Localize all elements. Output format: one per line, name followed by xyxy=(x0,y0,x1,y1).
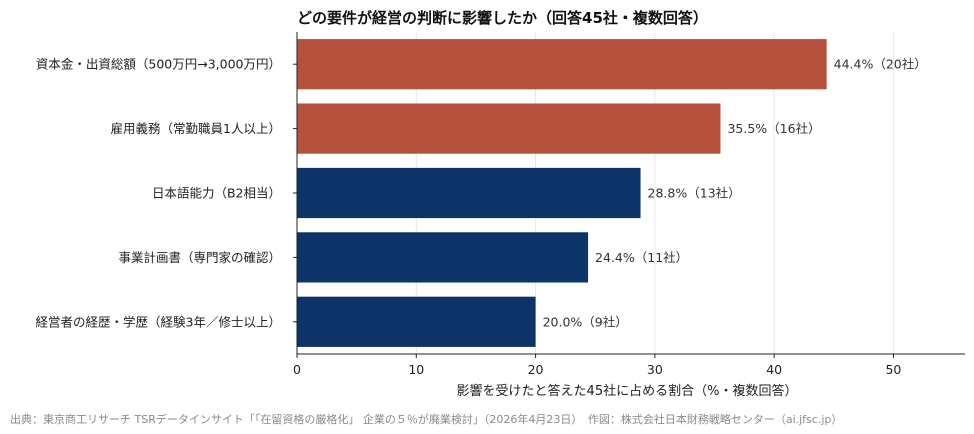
bar xyxy=(297,39,827,90)
data-label: 28.8%（13社） xyxy=(648,186,741,201)
bar xyxy=(297,232,589,283)
bar xyxy=(297,296,536,347)
bar xyxy=(297,103,721,154)
x-tick-label: 30 xyxy=(647,362,663,377)
data-label: 20.0%（9社） xyxy=(543,314,628,329)
x-tick-label: 10 xyxy=(408,362,424,377)
category-label: 事業計画書（専門家の確認） xyxy=(118,250,281,265)
x-axis-label: 影響を受けたと答えた45社に占める割合（%・複数回答） xyxy=(457,383,798,399)
category-label: 日本語能力（B2相当） xyxy=(152,186,281,201)
category-label: 雇用義務（常勤職員1人以上） xyxy=(111,121,281,136)
data-label: 44.4%（20社） xyxy=(834,57,927,72)
bars xyxy=(297,39,827,347)
category-labels: 資本金・出資総額（500万円→3,000万円） 雇用義務（常勤職員1人以上） 日本語… xyxy=(36,57,297,329)
data-label: 24.4%（11社） xyxy=(595,250,688,265)
data-label: 35.5%（16社） xyxy=(727,121,820,136)
x-tick-label: 40 xyxy=(766,362,782,377)
source-note: 出典：東京商工リサーチ TSRデータインサイト「「在留資格の厳格化」 企業の５％… xyxy=(10,413,843,426)
bar xyxy=(297,167,641,219)
axes xyxy=(296,32,965,355)
x-tick-label: 20 xyxy=(528,362,544,377)
category-label: 資本金・出資総額（500万円→3,000万円） xyxy=(36,57,281,72)
chart-title: どの要件が経営の判断に影響したか（回答45社・複数回答） xyxy=(297,9,708,27)
x-tick-labels: 0 10 20 30 40 50 xyxy=(293,354,901,377)
data-labels: 44.4%（20社） 35.5%（16社） 28.8%（13社） 24.4%（11社）… xyxy=(543,57,927,330)
x-tick-label: 50 xyxy=(885,362,901,377)
x-tick-label: 0 xyxy=(293,362,301,377)
category-label: 経営者の経歴・学歴（経験3年／修士以上） xyxy=(36,314,281,329)
